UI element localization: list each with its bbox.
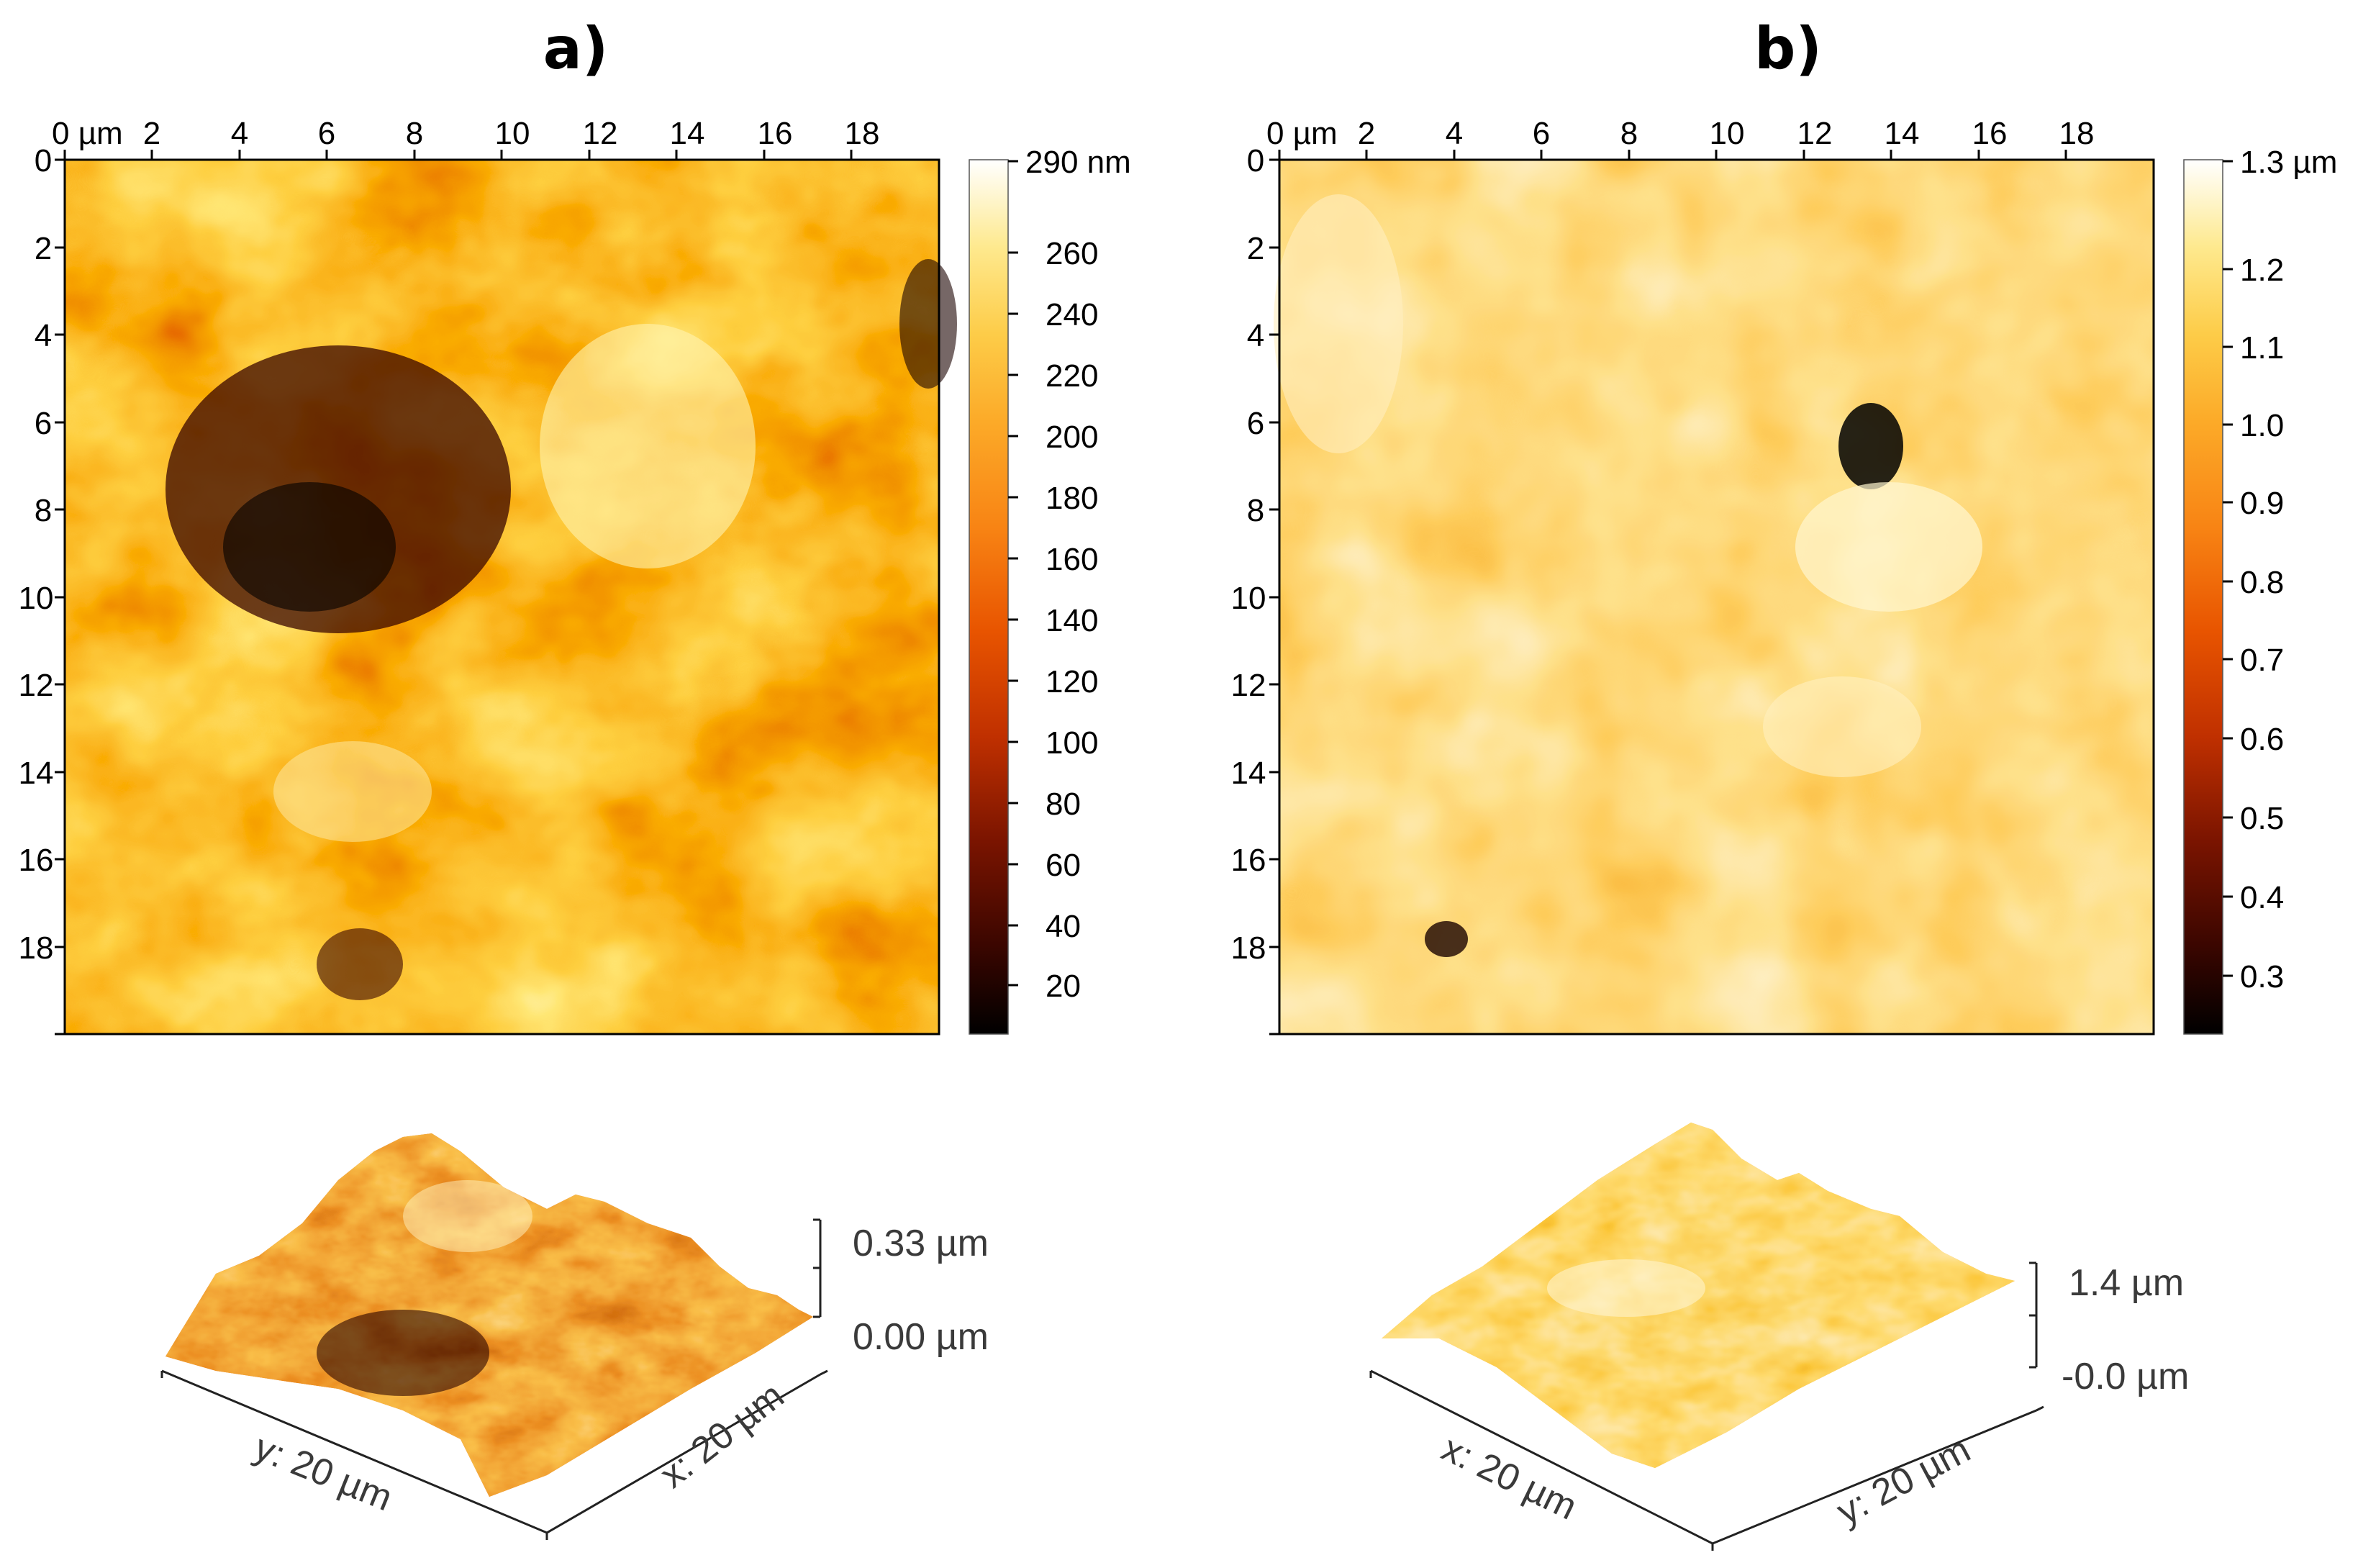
panel-b-x-axis: 0 µm 2 4 6 8 10 12 14 16 18 bbox=[1266, 116, 2094, 160]
panel-b-x-tick: 0 µm bbox=[1266, 116, 1338, 151]
panel-b-x-tick: 6 bbox=[1533, 116, 1550, 151]
panel-b-y-axis: 0 2 4 6 8 10 12 14 16 18 bbox=[1231, 143, 1279, 1035]
panel-b-x-tick: 18 bbox=[2059, 116, 2095, 151]
panel-b-z-max-label: 1.4 µm bbox=[2069, 1262, 2184, 1304]
panel-b-y-tick: 4 bbox=[1247, 318, 1264, 353]
panel-a-y-tick: 4 bbox=[35, 318, 52, 353]
panel-a-colorbar-tick: 260 bbox=[1046, 236, 1098, 271]
panel-b-x-axis-3d-label: x: 20 µm bbox=[1436, 1428, 1584, 1528]
panel-b-colorbar-tick: 0.8 bbox=[2240, 565, 2284, 600]
panel-b-colorbar-tick: 0.3 bbox=[2240, 959, 2284, 994]
panel-b-y-tick: 2 bbox=[1247, 231, 1264, 266]
panel-a-y-tick: 0 bbox=[35, 143, 52, 178]
panel-b-x-tick: 12 bbox=[1797, 116, 1833, 151]
panel-a-x-tick: 14 bbox=[670, 116, 705, 151]
panel-b-colorbar-tick: 0.4 bbox=[2240, 880, 2284, 915]
panel-b-y-tick: 0 bbox=[1247, 143, 1264, 178]
panel-a-colorbar-tick: 140 bbox=[1046, 603, 1098, 638]
panel-a-colorbar-tick: 60 bbox=[1046, 848, 1081, 883]
panel-b-colorbar-tick: 0.6 bbox=[2240, 722, 2284, 757]
panel-b-colorbar-tick: 0.9 bbox=[2240, 486, 2284, 521]
panel-b-x-tick: 14 bbox=[1885, 116, 1920, 151]
panel-b-colorbar: 1.3 µm 1.2 1.1 1.0 0.9 0.8 0.7 0.6 0.5 0… bbox=[2183, 145, 2337, 1035]
panel-a-y-tick: 18 bbox=[19, 930, 54, 966]
panel-a-y-tick: 6 bbox=[35, 406, 52, 441]
panel-a-y-tick: 2 bbox=[35, 231, 52, 266]
panel-a: a) bbox=[19, 15, 1131, 1540]
panel-b-y-tick: 10 bbox=[1231, 581, 1266, 616]
panel-a-colorbar-tick: 180 bbox=[1046, 481, 1098, 516]
panel-a-colorbar-tick: 200 bbox=[1046, 420, 1098, 455]
panel-b: b) 0 µm 2 bbox=[1231, 15, 2337, 1551]
panel-a-colorbar-tick: 160 bbox=[1046, 542, 1098, 577]
panel-a-y-tick: 8 bbox=[35, 493, 52, 528]
panel-a-y-axis: 0 2 4 6 8 10 12 14 16 18 bbox=[19, 143, 65, 1035]
panel-a-x-tick: 4 bbox=[231, 116, 248, 151]
panel-b-x-tick: 2 bbox=[1358, 116, 1375, 151]
panel-b-colorbar-tick: 1.3 µm bbox=[2240, 145, 2337, 180]
panel-b-y-tick: 18 bbox=[1231, 930, 1266, 966]
panel-a-y-tick: 10 bbox=[19, 581, 54, 616]
panel-b-y-tick: 8 bbox=[1247, 493, 1264, 528]
panel-a-x-tick: 18 bbox=[845, 116, 880, 151]
panel-b-x-tick: 4 bbox=[1446, 116, 1463, 151]
panel-a-x-tick: 2 bbox=[143, 116, 160, 151]
panel-b-colorbar-tick: 1.0 bbox=[2240, 408, 2284, 443]
panel-a-y-tick: 12 bbox=[19, 668, 54, 703]
panel-b-y-axis-3d-label: y: 20 µm bbox=[1830, 1428, 1977, 1533]
panel-b-height-map bbox=[1274, 160, 2154, 1034]
panel-a-x-tick: 6 bbox=[318, 116, 335, 151]
panel-a-x-tick: 12 bbox=[583, 116, 618, 151]
panel-a-colorbar-tick: 120 bbox=[1046, 664, 1098, 699]
panel-a-x-tick: 10 bbox=[495, 116, 530, 151]
panel-a-x-tick: 8 bbox=[406, 116, 423, 151]
panel-a-height-map bbox=[65, 160, 957, 1034]
panel-a-colorbar-tick: 290 nm bbox=[1025, 145, 1131, 180]
panel-b-x-tick: 8 bbox=[1620, 116, 1638, 151]
panel-a-y-tick: 16 bbox=[19, 843, 54, 878]
panel-b-colorbar-tick: 1.2 bbox=[2240, 253, 2284, 288]
panel-a-x-tick: 16 bbox=[758, 116, 793, 151]
panel-b-y-tick: 16 bbox=[1231, 843, 1266, 878]
panel-a-x-axis: 0 µm 2 4 6 8 10 12 14 16 18 bbox=[52, 116, 879, 160]
panel-b-colorbar-tick: 1.1 bbox=[2240, 330, 2284, 366]
panel-a-y-axis-3d-label: y: 20 µm bbox=[249, 1426, 399, 1519]
panel-b-3d-surface: 1.4 µm -0.0 µm x: 20 µm y: 20 µm bbox=[1369, 1123, 2189, 1551]
panel-b-label: b) bbox=[1754, 15, 1822, 82]
panel-a-y-tick: 14 bbox=[19, 756, 54, 791]
panel-b-y-tick: 12 bbox=[1231, 668, 1266, 703]
panel-a-x-tick: 0 µm bbox=[52, 116, 123, 151]
panel-a-3d-surface: 0.33 µm 0.00 µm y: 20 µm x: 20 µm bbox=[160, 1133, 989, 1540]
panel-a-colorbar-tick: 220 bbox=[1046, 358, 1098, 394]
panel-a-colorbar-tick: 100 bbox=[1046, 725, 1098, 761]
panel-a-z-min-label: 0.00 µm bbox=[853, 1316, 989, 1358]
panel-a-colorbar-tick: 240 bbox=[1046, 297, 1098, 332]
panel-b-x-tick: 16 bbox=[1972, 116, 2008, 151]
panel-b-x-tick: 10 bbox=[1710, 116, 1745, 151]
panel-b-colorbar-tick: 0.5 bbox=[2240, 801, 2284, 836]
panel-a-label: a) bbox=[543, 15, 609, 82]
panel-a-z-max-label: 0.33 µm bbox=[853, 1223, 989, 1264]
panel-a-colorbar-tick: 40 bbox=[1046, 909, 1081, 944]
panel-b-y-tick: 6 bbox=[1247, 406, 1264, 441]
panel-a-colorbar: 290 nm 260 240 220 200 180 160 140 120 1… bbox=[969, 145, 1131, 1035]
panel-b-z-min-label: -0.0 µm bbox=[2062, 1356, 2189, 1397]
panel-a-colorbar-tick: 20 bbox=[1046, 969, 1081, 1004]
panel-a-colorbar-tick: 80 bbox=[1046, 787, 1081, 822]
panel-b-colorbar-tick: 0.7 bbox=[2240, 643, 2284, 678]
panel-b-y-tick: 14 bbox=[1231, 756, 1266, 791]
